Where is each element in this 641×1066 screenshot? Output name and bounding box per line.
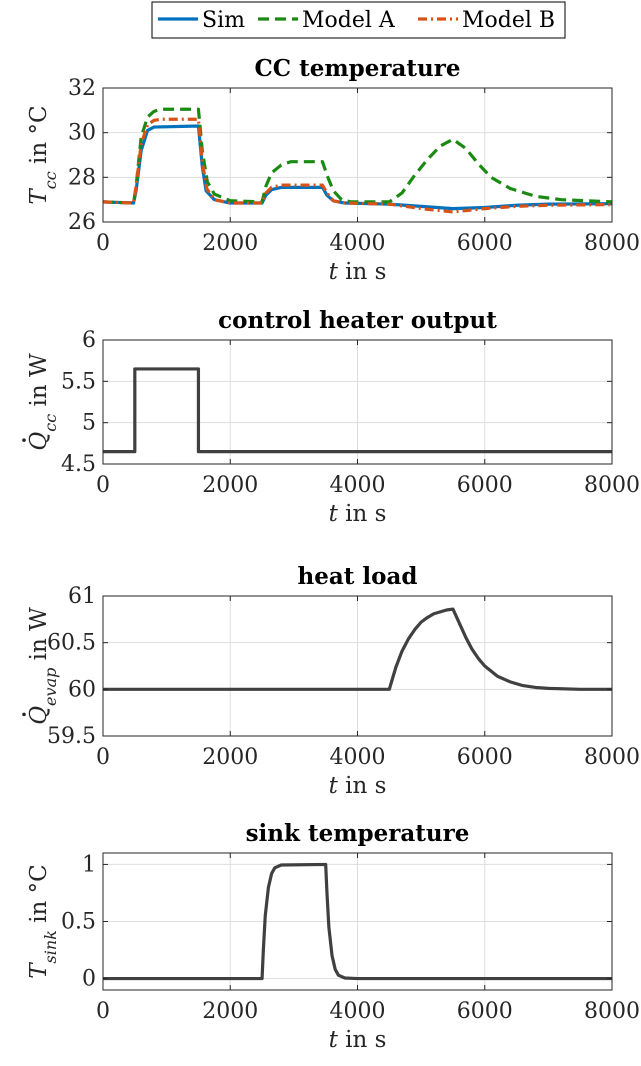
y-tick-label: 59.5 (47, 724, 96, 749)
x-axis-label: t in s (329, 1027, 387, 1053)
y-tick-label: 5 (82, 411, 96, 436)
x-tick-label: 0 (96, 745, 110, 770)
chart-title: control heater output (218, 307, 497, 334)
series-line-signal (103, 862, 612, 981)
x-tick-label: 4000 (330, 231, 386, 256)
x-tick-label: 4000 (330, 999, 386, 1024)
x-axis-label: t in s (329, 501, 387, 527)
x-tick-label: 8000 (584, 745, 640, 770)
y-tick-label: 0.5 (61, 910, 96, 935)
y-axis-label: Qcc in W (26, 353, 60, 451)
x-tick-label: 6000 (457, 999, 513, 1024)
y-tick-label: 32 (68, 76, 96, 101)
panel-control-heater-output: 0 2000 4000 6000 8000 4.5 5 5.5 6 control heater … (22, 307, 640, 527)
y-tick-label: 0 (82, 967, 96, 992)
x-tick-label: 0 (96, 231, 110, 256)
x-tick-label: 0 (96, 473, 110, 498)
legend: Sim Model A Model B (151, 1, 566, 39)
y-axis-label: Tsink in °C (26, 864, 60, 979)
y-tick-label: 4.5 (61, 452, 96, 477)
legend-label-model-a: Model A (302, 8, 396, 33)
x-tick-label: 8000 (584, 473, 640, 498)
x-tick-label: 6000 (457, 473, 513, 498)
chart-title: sink temperature (246, 820, 470, 847)
series-line-signal (103, 607, 612, 691)
series-line-model-a (103, 107, 612, 205)
x-tick-label: 4000 (330, 473, 386, 498)
y-tick-label: 6 (82, 328, 96, 353)
y-tick-label: 26 (68, 210, 96, 235)
y-tick-label: 5.5 (61, 369, 96, 394)
x-tick-label: 8000 (584, 231, 640, 256)
x-tick-label: 4000 (330, 745, 386, 770)
chart-title: CC temperature (254, 55, 460, 82)
x-tick-label: 8000 (584, 999, 640, 1024)
x-axis-label: t in s (329, 773, 387, 799)
legend-label-sim: Sim (202, 8, 245, 33)
y-axis-label: Tcc in °C (26, 105, 60, 204)
derivative-dot (22, 438, 26, 442)
series-line-model-b (103, 117, 612, 214)
panel-cc-temperature: 0 2000 4000 6000 8000 26 28 30 32 CC temperature t… (26, 55, 640, 285)
y-tick-label: 1 (82, 852, 96, 877)
x-tick-label: 0 (96, 999, 110, 1024)
x-tick-label: 2000 (202, 745, 258, 770)
chart-title: heat load (298, 563, 418, 590)
panel-sink-temperature: 0 2000 4000 6000 8000 0 0.5 1 sink temperature t … (26, 820, 640, 1053)
x-tick-label: 2000 (202, 473, 258, 498)
x-tick-label: 6000 (457, 745, 513, 770)
legend-label-model-b: Model B (462, 8, 555, 33)
y-tick-label: 60.5 (47, 631, 96, 656)
derivative-dot (22, 712, 26, 717)
y-tick-label: 60 (68, 677, 96, 702)
x-tick-label: 6000 (457, 231, 513, 256)
y-tick-label: 30 (68, 121, 96, 146)
series-line-signal (103, 367, 612, 454)
y-axis-label: Qevap in W (26, 607, 60, 725)
legend-box (151, 1, 566, 39)
panel-heat-load: 0 2000 4000 6000 8000 59.5 60 60.5 61 heat load t … (22, 563, 640, 799)
y-tick-label: 28 (68, 165, 96, 190)
x-tick-label: 2000 (202, 999, 258, 1024)
x-axis-label: t in s (329, 259, 387, 285)
y-tick-label: 61 (68, 584, 96, 609)
x-tick-label: 2000 (202, 231, 258, 256)
